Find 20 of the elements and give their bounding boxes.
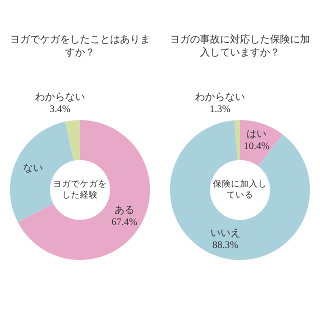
data-label: 10.4% <box>244 141 270 152</box>
text: ヨガでケガをした経験 <box>53 180 107 201</box>
slice-label: ない <box>22 162 43 174</box>
slice-label: わからない <box>195 92 245 103</box>
data-label: 88.3% <box>212 240 238 252</box>
donut-slice <box>240 120 283 166</box>
data-label: 1.3% <box>210 104 230 116</box>
donut-slice <box>18 120 150 260</box>
slice-label: いいえ <box>210 228 240 239</box>
donut-slice <box>65 120 80 161</box>
data-label: 3.4% <box>50 104 70 116</box>
data-label: 67.4% <box>112 217 138 228</box>
donut-slice <box>234 120 240 160</box>
slice-label: ある <box>114 204 134 216</box>
donut-slice <box>170 120 310 260</box>
slice-label: はい <box>246 128 267 140</box>
text: 保険に加入している <box>213 178 267 201</box>
slice-label: わからない <box>35 92 85 103</box>
chart-title: ヨガでケガをしたことはありますか？ <box>10 34 150 59</box>
chart-title: ヨガの事故に対応した保険に加入していますか？ <box>170 34 310 59</box>
